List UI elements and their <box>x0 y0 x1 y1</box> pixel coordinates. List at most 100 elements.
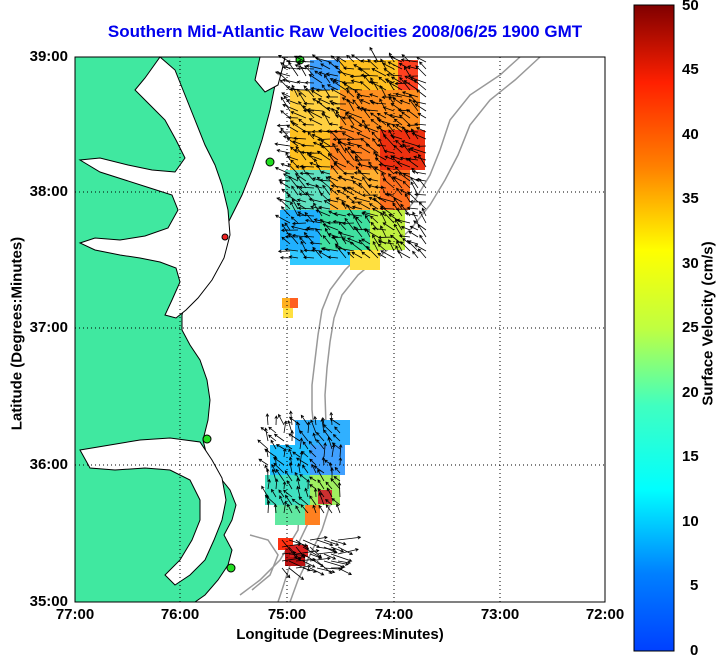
velocity-arrow <box>411 132 427 140</box>
velocity-arrow <box>282 65 299 70</box>
pamlico-sound <box>79 437 227 586</box>
velocity-arrow <box>323 200 339 210</box>
velocity-arrow <box>356 93 371 98</box>
velocity-arrow <box>304 80 315 85</box>
velocity-arrow <box>281 92 291 98</box>
velocity-arrow <box>417 224 427 238</box>
velocity-arrow <box>396 161 411 168</box>
velocity-arrow <box>295 549 320 555</box>
velocity-arrow <box>373 197 387 210</box>
velocity-arrow <box>387 93 403 98</box>
velocity-arrow <box>338 443 343 458</box>
velocity-arrow <box>398 234 411 238</box>
velocity-arrow <box>409 225 419 231</box>
x-tick: 76:00 <box>160 606 200 623</box>
velocity-arrow <box>419 234 427 245</box>
velocity-arrow <box>268 434 277 442</box>
velocity-arrow <box>295 564 312 569</box>
velocity-arrow <box>334 426 341 434</box>
velocity-arrow <box>408 98 419 112</box>
velocity-arrow <box>297 59 315 64</box>
velocity-arrow <box>386 167 395 175</box>
velocity-arrow <box>364 214 371 224</box>
velocity-arrow <box>304 65 315 77</box>
velocity-arrow <box>381 95 395 99</box>
velocity-arrow <box>291 221 307 226</box>
velocity-arrow <box>393 170 411 175</box>
velocity-arrow <box>401 111 411 119</box>
velocity-arrow <box>325 499 333 506</box>
velocity-arrow <box>351 150 363 161</box>
velocity-arrow <box>409 200 427 204</box>
velocity-arrow <box>402 126 411 140</box>
velocity-arrow <box>337 176 355 182</box>
velocity-arrow <box>369 215 379 224</box>
velocity-arrow <box>288 448 293 458</box>
velocity-arrow <box>326 84 339 91</box>
velocity-arrow <box>383 149 395 154</box>
velocity-arrow <box>408 230 419 238</box>
velocity-arrow <box>346 203 355 217</box>
velocity-arrow <box>274 478 279 490</box>
velocity-arrow <box>362 176 371 189</box>
velocity-arrow <box>271 488 277 498</box>
velocity-arrow <box>330 560 349 566</box>
velocity-arrow <box>271 468 277 482</box>
velocity-arrow <box>380 250 395 259</box>
velocity-arrow <box>378 124 387 140</box>
velocity-arrow <box>304 218 323 224</box>
velocity-arrow <box>306 478 310 490</box>
velocity-arrow <box>365 143 379 154</box>
velocity-arrow <box>301 143 315 148</box>
velocity-arrow <box>412 211 419 224</box>
velocity-arrow <box>407 191 419 203</box>
velocity-arrow <box>362 210 379 217</box>
velocity-arrow <box>270 439 277 450</box>
velocity-arrow <box>387 61 403 70</box>
velocity-arrow <box>369 93 379 98</box>
velocity-arrow <box>281 542 302 548</box>
velocity-arrow <box>353 196 371 203</box>
velocity-arrow <box>316 550 337 555</box>
velocity-arrow <box>330 165 339 175</box>
velocity-arrow <box>277 249 291 254</box>
velocity-arrow <box>287 115 299 120</box>
velocity-arrow <box>330 553 353 562</box>
velocity-arrow <box>288 461 293 474</box>
velocity-arrow <box>335 503 341 514</box>
velocity-arrow <box>353 225 363 238</box>
velocity-arrow <box>316 150 331 161</box>
velocity-arrow <box>352 180 363 189</box>
velocity-arrow <box>274 214 291 224</box>
velocity-arrow <box>335 106 347 112</box>
velocity-arrow <box>411 170 427 175</box>
velocity-arrow <box>291 498 301 506</box>
velocity-arrow <box>363 228 379 238</box>
velocity-arrow <box>309 567 325 576</box>
velocity-arrow <box>332 142 339 154</box>
velocity-arrow <box>320 63 331 70</box>
velocity-arrow <box>326 220 339 225</box>
velocity-arrow <box>268 426 277 434</box>
velocity-arrow <box>345 195 355 203</box>
velocity-arrow <box>284 222 291 231</box>
velocity-arrow <box>329 418 341 426</box>
velocity-arrow <box>273 503 278 514</box>
velocity-arrow <box>330 565 344 570</box>
x-tick: 73:00 <box>480 606 520 623</box>
velocity-arrow <box>330 102 347 106</box>
velocity-arrow <box>299 473 309 482</box>
velocity-arrow <box>329 187 339 196</box>
velocity-arrow <box>281 236 291 245</box>
velocity-arrow <box>374 153 387 161</box>
velocity-arrow <box>283 420 288 434</box>
velocity-arrow <box>354 89 363 98</box>
velocity-arrow <box>367 177 379 182</box>
velocity-arrow <box>370 101 387 105</box>
velocity-arrow <box>336 147 347 161</box>
x-tick: 72:00 <box>585 606 625 623</box>
velocity-arrow <box>325 72 339 77</box>
velocity-arrow <box>353 64 363 70</box>
velocity-arrow <box>278 489 285 498</box>
velocity-arrow <box>288 61 299 77</box>
